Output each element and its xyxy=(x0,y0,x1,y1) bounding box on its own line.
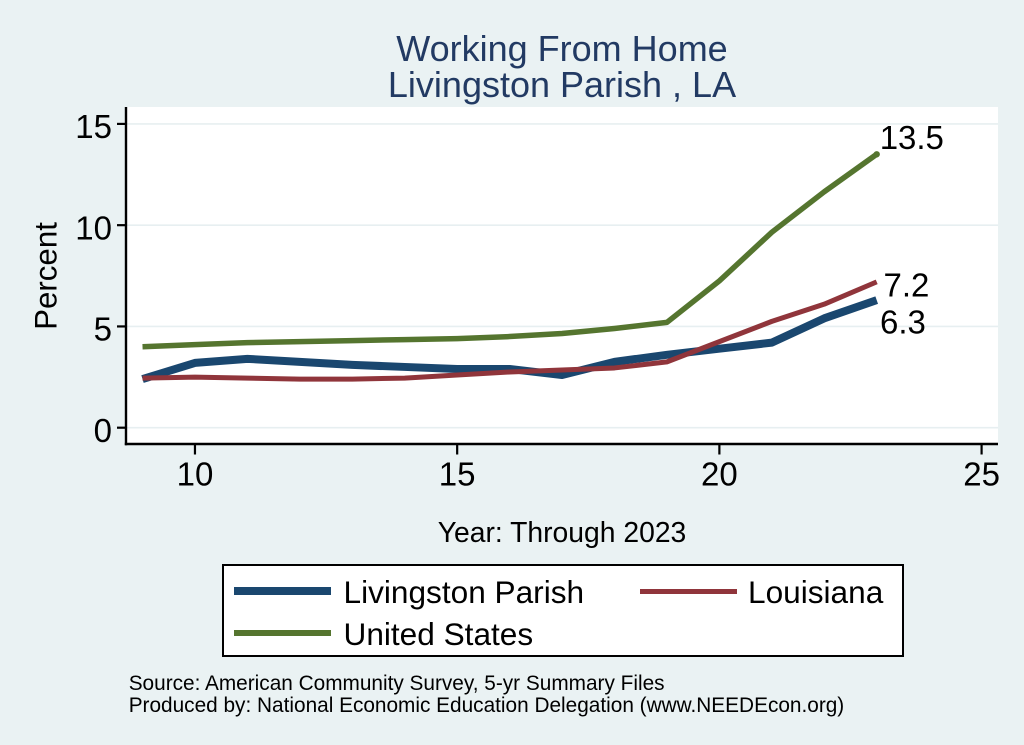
plot-region xyxy=(126,107,998,444)
chart-title-line2: Livingston Parish , LA xyxy=(387,63,737,105)
x-tick-label-20: 20 xyxy=(701,456,738,493)
x-tick-label-15: 15 xyxy=(439,456,476,493)
series-end-marker-2 xyxy=(873,151,880,158)
legend-label-louisiana: Louisiana xyxy=(748,573,884,610)
series-line-2 xyxy=(142,152,879,350)
series-line-1 xyxy=(142,279,878,382)
source-note-line2: Produced by: National Economic Education… xyxy=(128,693,845,717)
x-tick-label-25: 25 xyxy=(963,456,1000,493)
chart-title-line1: Working From Home xyxy=(396,28,728,69)
legend-row-1: Livingston Parish Louisiana xyxy=(224,570,902,612)
legend-swatch-louisiana xyxy=(640,588,737,594)
series-line-0 xyxy=(141,296,879,383)
y-axis-title: Percent xyxy=(28,222,64,330)
legend-box: Livingston Parish Louisiana United State… xyxy=(222,564,904,657)
x-tick-label-10: 10 xyxy=(177,456,214,493)
source-note: Source: American Community Survey, 5-yr … xyxy=(128,671,845,717)
series-end-label-1: 7.2 xyxy=(884,266,930,303)
y-tick-label-5: 5 xyxy=(94,311,112,348)
legend-label-united-states: United States xyxy=(343,615,534,652)
y-tick-label-0: 0 xyxy=(94,412,112,449)
chart-title: Working From Home Livingston Parish , LA xyxy=(126,31,998,102)
series-end-label-0: 6.3 xyxy=(880,303,926,340)
legend-row-2: United States xyxy=(224,612,902,654)
series-end-label-2: 13.5 xyxy=(880,119,944,156)
legend-swatch-livingston-parish xyxy=(234,587,331,595)
x-axis-title: Year: Through 2023 xyxy=(437,516,687,549)
legend-label-livingston-parish: Livingston Parish xyxy=(343,573,585,610)
y-tick-label-15: 15 xyxy=(75,108,112,145)
legend-swatch-united-states xyxy=(234,630,331,636)
source-note-line1: Source: American Community Survey, 5-yr … xyxy=(128,671,665,695)
y-tick-label-10: 10 xyxy=(75,209,112,246)
